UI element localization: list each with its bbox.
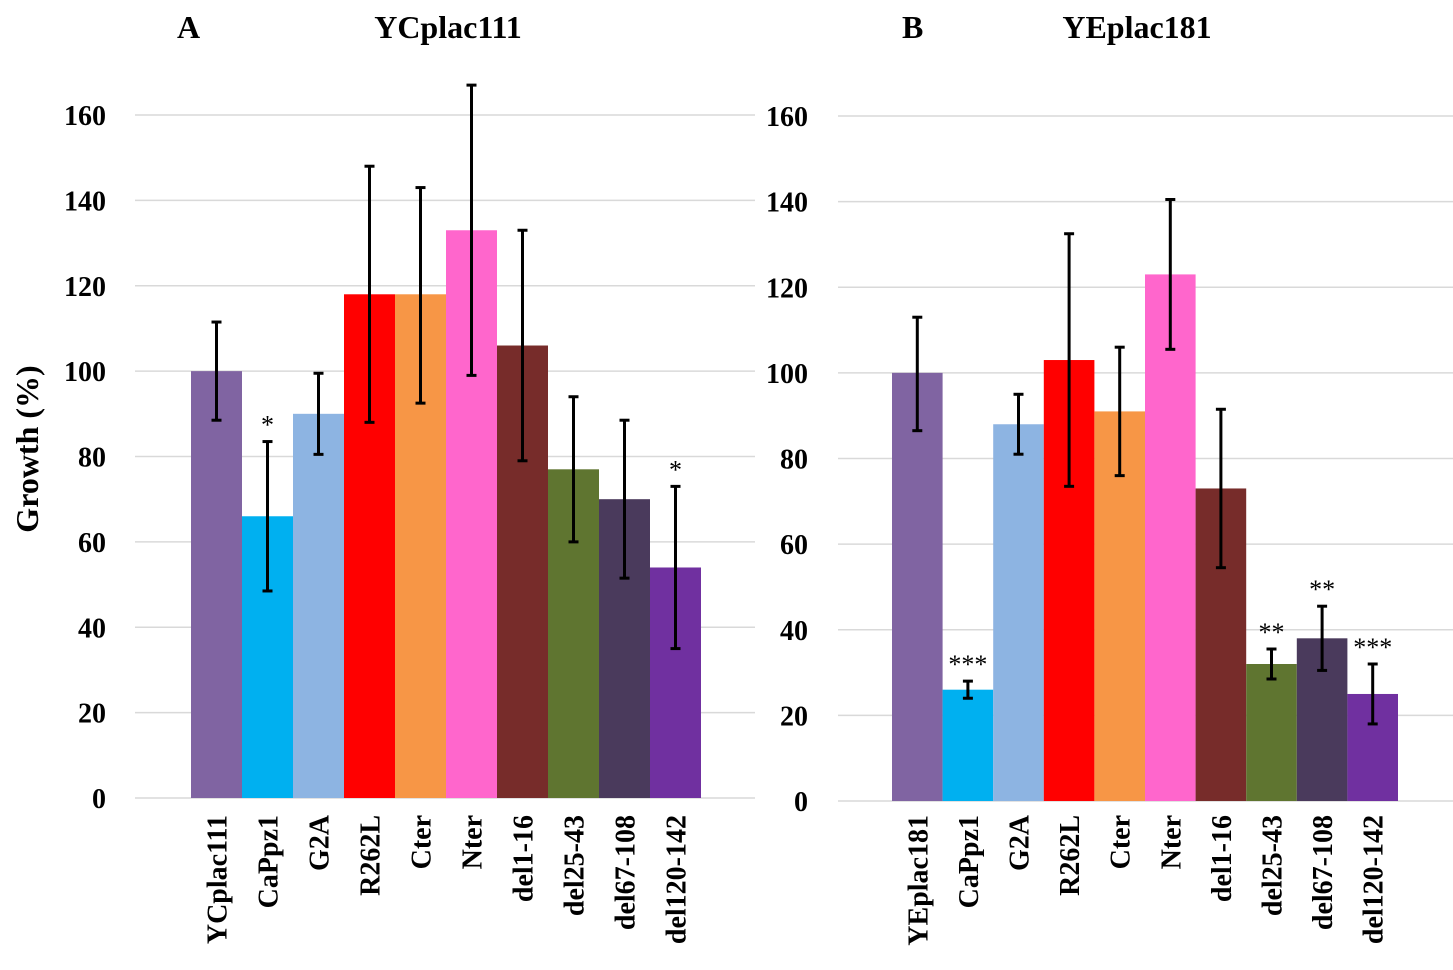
panel-b-error-bar-R262L	[1064, 232, 1075, 488]
panel-b-x-tick-label: del120-142	[1359, 815, 1390, 944]
panel-a-error-bar-G2A	[313, 371, 324, 456]
panel-b-x-tick-label: Cter	[1106, 815, 1137, 869]
panel-b-error-bar-YEplac181	[912, 315, 923, 433]
panel-b-y-tick-label: 0	[794, 787, 808, 818]
panel-b-x-tick-label: R262L	[1055, 815, 1086, 896]
panel-b-x-tick-label: del67-108	[1308, 815, 1339, 930]
panel-a-error-bar-del25-43	[568, 395, 579, 544]
panel-b-x-tick-label: del25-43	[1258, 815, 1289, 916]
panel-b-error-bar-G2A	[1013, 392, 1024, 456]
panel-b-y-tick-label: 40	[780, 616, 808, 647]
panel-a-x-tick-label: CaPpz1	[254, 815, 285, 908]
panel-a-x-tick-label: del25-43	[560, 815, 591, 916]
panel-b-error-bar-del1-16	[1215, 407, 1226, 570]
panel-a-x-tick-label: Cter	[407, 815, 438, 869]
panel-a-y-tick-label: 20	[78, 699, 106, 730]
panel-b-y-tick-label: 80	[780, 445, 808, 476]
panel-b-y-tick-label: 140	[766, 188, 808, 219]
panel-a-significance-CaPpz1: *	[261, 411, 274, 440]
panel-b-bar-YEplac181	[892, 372, 943, 801]
panel-a-y-tick-label: 0	[92, 784, 106, 815]
panel-a-x-tick-label: del120-142	[662, 815, 693, 944]
panel-a-x-tick-label: G2A	[305, 814, 336, 871]
panel-b-bar-CaPpz1	[942, 689, 994, 801]
panel-a-significance-del120-142: *	[669, 455, 682, 484]
panel-b-error-bar-del25-43	[1266, 647, 1277, 681]
panel-a-letter: A	[177, 9, 200, 45]
panel-b-y-tick-label: 160	[766, 102, 808, 133]
panel-b-error-bar-del120-142	[1367, 662, 1378, 726]
panel-a-x-tick-label: YCplac111	[203, 815, 234, 944]
panel-a-x-tick-label: del1-16	[509, 815, 540, 902]
panel-a-y-tick-label: 60	[78, 528, 106, 559]
panel-b-significance-del25-43: **	[1259, 618, 1285, 647]
panel-b-error-bar-del67-108	[1317, 604, 1328, 672]
panel-b-error-bar-Cter	[1114, 345, 1125, 478]
panel-a-bar-YCplac111	[191, 371, 242, 798]
panel-b-x-tick-label: CaPpz1	[954, 815, 985, 908]
panel-a-title: YCplac111	[374, 9, 522, 45]
panel-b-significance-del120-142: ***	[1353, 633, 1392, 662]
panel-b-bar-G2A	[993, 424, 1044, 801]
panel-a-chart: 0 20 40 60 80 100 120 140 160 YCplac111 * CaPpz1 G2A…	[64, 83, 755, 944]
panel-b-x-tick-label: del1-16	[1207, 815, 1238, 902]
panel-a-x-tick-label: Nter	[458, 815, 489, 869]
panel-b-y-tick-label: 120	[766, 273, 808, 304]
panel-b-title: YEplac181	[1062, 9, 1211, 45]
panel-a-error-bar-CaPpz1	[262, 440, 273, 593]
panel-b-letter: B	[902, 9, 923, 45]
y-axis-label: Growth (%)	[9, 365, 45, 532]
panel-b-y-tick-label: 60	[780, 530, 808, 561]
panel-a-error-bar-del67-108	[619, 418, 630, 580]
panel-a-y-tick-label: 40	[78, 613, 106, 644]
panel-b-x-tick-label: G2A	[1005, 814, 1036, 871]
panel-a-x-tick-label: del67-108	[611, 815, 642, 930]
panel-b-y-tick-label: 20	[780, 701, 808, 732]
panel-b-bar-del25-43	[1246, 664, 1297, 801]
panel-a-x-tick-label: R262L	[356, 815, 387, 896]
panel-a-y-tick-label: 140	[64, 186, 106, 217]
panel-b-chart: 0 20 40 60 80 100 120 140 160 YEplac181 *** CaPpz1 G…	[766, 102, 1453, 946]
panel-a-error-bar-del1-16	[517, 228, 528, 463]
panel-b-error-bar-CaPpz1	[962, 679, 973, 700]
panel-b-significance-CaPpz1: ***	[948, 650, 987, 679]
panel-a-error-bar-Cter	[415, 186, 426, 405]
panel-a-bar-G2A	[293, 413, 344, 798]
panel-a-y-tick-label: 120	[64, 272, 106, 303]
panel-b-bar-Nter	[1145, 274, 1196, 801]
panel-b-y-tick-label: 100	[766, 359, 808, 390]
panel-a-error-bar-YCplac111	[211, 320, 222, 422]
panel-b-x-tick-label: YEplac181	[903, 815, 934, 946]
panel-b-error-bar-Nter	[1165, 197, 1176, 351]
panel-b-x-tick-label: Nter	[1156, 815, 1187, 869]
panel-a-y-tick-label: 160	[64, 101, 106, 132]
panel-a-y-tick-label: 80	[78, 443, 106, 474]
panel-a-y-tick-label: 100	[64, 357, 106, 388]
panel-a-error-bar-R262L	[364, 164, 375, 424]
panel-a-error-bar-Nter	[466, 83, 477, 377]
panel-b-significance-del67-108: **	[1309, 575, 1335, 604]
panel-a-error-bar-del120-142	[670, 484, 681, 651]
